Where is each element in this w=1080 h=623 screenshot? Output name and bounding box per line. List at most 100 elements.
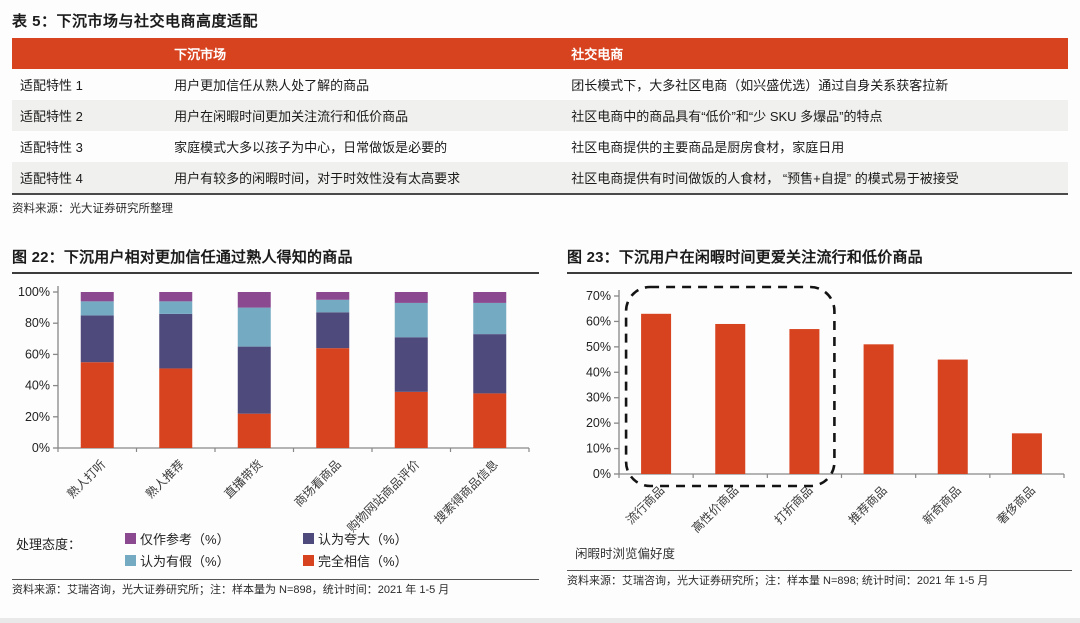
table-cell: 用户更加信任从熟人处了解的商品 [174,78,370,93]
fig22-bar-segment [159,313,193,369]
svg-text:40%: 40% [586,365,611,379]
fig22-bar-segment [80,301,114,316]
svg-text:流行商品: 流行商品 [623,483,668,528]
figure-23-xaxis-label: 闲暇时浏览偏好度 [575,547,676,561]
svg-text:奢侈商品: 奢侈商品 [993,483,1038,528]
figure-22-title: 图 22：下沉用户相对更加信任通过熟人得知的商品 [12,246,539,274]
svg-text:推荐商品: 推荐商品 [845,483,890,528]
fig22-bar-segment [159,301,193,314]
fig22-bar-segment [394,337,428,392]
table-header-social-ecommerce: 社交电商 [563,38,1068,69]
svg-text:40%: 40% [25,379,50,393]
fig22-bar-segment [316,299,350,313]
svg-text:熟人打听: 熟人打听 [64,457,109,502]
svg-text:高性价商品: 高性价商品 [688,483,741,536]
figure-22: 图 22：下沉用户相对更加信任通过熟人得知的商品 0% 20% 40% 60% 80% 1… [12,246,539,599]
legend-item: 仅作参考（%） [125,527,303,549]
fig23-bar [789,329,820,474]
fig23-bar-chart: 0% 10% 20% 30% 40% 50% 60% 70% 流行商品 高性价商品 打折商品 推荐商品… [586,285,1065,536]
fig22-bar-segment [394,292,428,303]
svg-text:70%: 70% [586,289,611,303]
table-cell: 社区电商中的商品具有“低价”和“少 SKU 多爆品”的特点 [563,100,1068,131]
legend-swatch-icon [125,554,137,566]
fig22-bar-segment [473,302,507,335]
svg-text:60%: 60% [586,314,611,328]
fig23-bar [1011,433,1042,474]
fig22-bar-segment [316,292,350,300]
page-bottom-strip [0,618,1080,623]
table-cell: 家庭模式大多以孩子为中心，日常做饭是必要的 [174,140,448,155]
fig22-bar-segment [80,292,114,302]
table-cell: 用户有较多的闲暇时间，对于时效性没有太高要求 [166,162,564,195]
table-header-sinking-market: 下沉市场 [166,38,564,69]
svg-text:100%: 100% [18,285,50,299]
fig22-bar-segment [394,391,428,448]
svg-text:0%: 0% [32,441,50,455]
svg-text:20%: 20% [25,410,50,424]
legend-item-label: 仅作参考（%） [140,531,230,547]
table-row: 适配特性 4 用户有较多的闲暇时间，对于时效性没有太高要求 社区电商提供有时间做饭的… [12,162,1068,195]
svg-text:50%: 50% [586,340,611,354]
legend-items: 仅作参考（%） 认为有假（%） 认为夸大（%） 完全相信（%） [125,527,481,571]
charts-row: 图 22：下沉用户相对更加信任通过熟人得知的商品 0% 20% 40% 60% 80% 1… [12,246,1072,599]
legend-item: 完全相信（%） [303,549,481,571]
legend-item-label: 完全相信（%） [318,553,408,569]
fig22-bar-segment [237,292,271,308]
fig22-bar-segment [237,413,271,448]
fig23-bar [937,359,968,474]
table-source: 资料来源：光大证券研究所整理 [12,203,173,215]
svg-text:商场看商品: 商场看商品 [291,457,344,510]
table-cell: 用户在闲暇时间更加关注流行和低价商品 [166,100,564,131]
table-header-empty [12,38,167,69]
figure-23-chart-container: 0% 10% 20% 30% 40% 50% 60% 70% 流行商品 高性价商品 打折商品 推荐商品… [567,280,1072,557]
legend-item-label: 认为夸大（%） [318,531,408,547]
fig23-bar [641,313,672,474]
fig22-bar-segment [316,348,350,448]
fig22-bar-segment [473,292,507,303]
figure-23-source: 资料来源：艾瑞咨询，光大证券研究所；注：样本量 N=898; 统计时间：2021… [567,570,1072,590]
table-cell: 适配特性 1 [20,78,83,93]
figure-22-legend: 处理态度： 仅作参考（%） 认为有假（%） 认为夸大（%） 完全相信（%） [16,527,539,571]
table-row: 适配特性 1 用户更加信任从熟人处了解的商品 团长模式下，大多社区电商（如兴盛优选）… [12,69,1068,100]
table-cell: 适配特性 3 [20,140,83,155]
figure-22-chart-container: 0% 20% 40% 60% 80% 100% 熟人打听 熟人推荐 直播带货 商场看商品 购物网站商… [12,280,539,547]
legend-item: 认为夸大（%） [303,527,481,549]
fig22-bar-segment [80,315,114,363]
svg-text:10%: 10% [586,442,611,456]
legend-caption: 处理态度： [16,537,82,552]
svg-text:30%: 30% [586,391,611,405]
svg-text:80%: 80% [25,316,50,330]
fig22-bar-segment [473,334,507,394]
table-row: 适配特性 2 用户在闲暇时间更加关注流行和低价商品 社区电商中的商品具有“低价”和“… [12,100,1068,131]
fig22-bar-segment [316,312,350,349]
fig22-bar-segment [237,346,271,414]
fig23-bar [863,344,894,474]
legend-item: 认为有假（%） [125,549,303,571]
svg-text:0%: 0% [593,467,611,481]
table-row: 适配特性 3 家庭模式大多以孩子为中心，日常做饭是必要的 社区电商提供的主要商品是厨… [12,131,1068,162]
svg-text:60%: 60% [25,347,50,361]
svg-text:20%: 20% [586,416,611,430]
match-table-body: 适配特性 1 用户更加信任从熟人处了解的商品 团长模式下，大多社区电商（如兴盛优选）… [12,69,1068,195]
fig23-highlight-dashed-box [624,285,836,488]
fig22-bar-segment [80,362,114,448]
table-cell: 社区电商提供的主要商品是厨房食材，家庭日用 [571,140,845,155]
fig22-bar-segment [159,292,193,302]
svg-text:购物网站商品评价: 购物网站商品评价 [344,457,422,535]
figure-23-title: 图 23：下沉用户在闲暇时间更爱关注流行和低价商品 [567,246,1072,274]
legend-swatch-icon [303,554,315,566]
figure-22-source: 资料来源：艾瑞咨询，光大证券研究所；注：样本量为 N=898，统计时间：2021… [12,579,539,599]
match-table: 下沉市场 社交电商 适配特性 1 用户更加信任从熟人处了解的商品 团长模式下，大多社… [12,38,1068,195]
svg-text:新奇商品: 新奇商品 [919,483,964,528]
table-cell: 社区电商提供有时间做饭的人食材， “预售+自提” 的模式易于被接受 [563,162,1068,195]
fig22-bar-segment [159,368,193,448]
legend-swatch-icon [125,532,137,544]
table-cell: 适配特性 2 [12,100,167,131]
svg-text:熟人推荐: 熟人推荐 [142,457,187,502]
fig22-bar-segment [237,307,271,347]
fig22-stacked-bar-chart: 0% 20% 40% 60% 80% 100% 熟人打听 熟人推荐 直播带货 商场看商品 购物网站商… [18,285,530,535]
table-cell: 团长模式下，大多社区电商（如兴盛优选）通过自身关系获客拉新 [571,78,949,93]
svg-text:搜索得商品信息: 搜索得商品信息 [431,457,501,527]
svg-text:直播带货: 直播带货 [221,457,266,502]
report-page: 表 5：下沉市场与社交电商高度适配 下沉市场 社交电商 适配特性 1 用户更加信任… [12,13,1072,599]
